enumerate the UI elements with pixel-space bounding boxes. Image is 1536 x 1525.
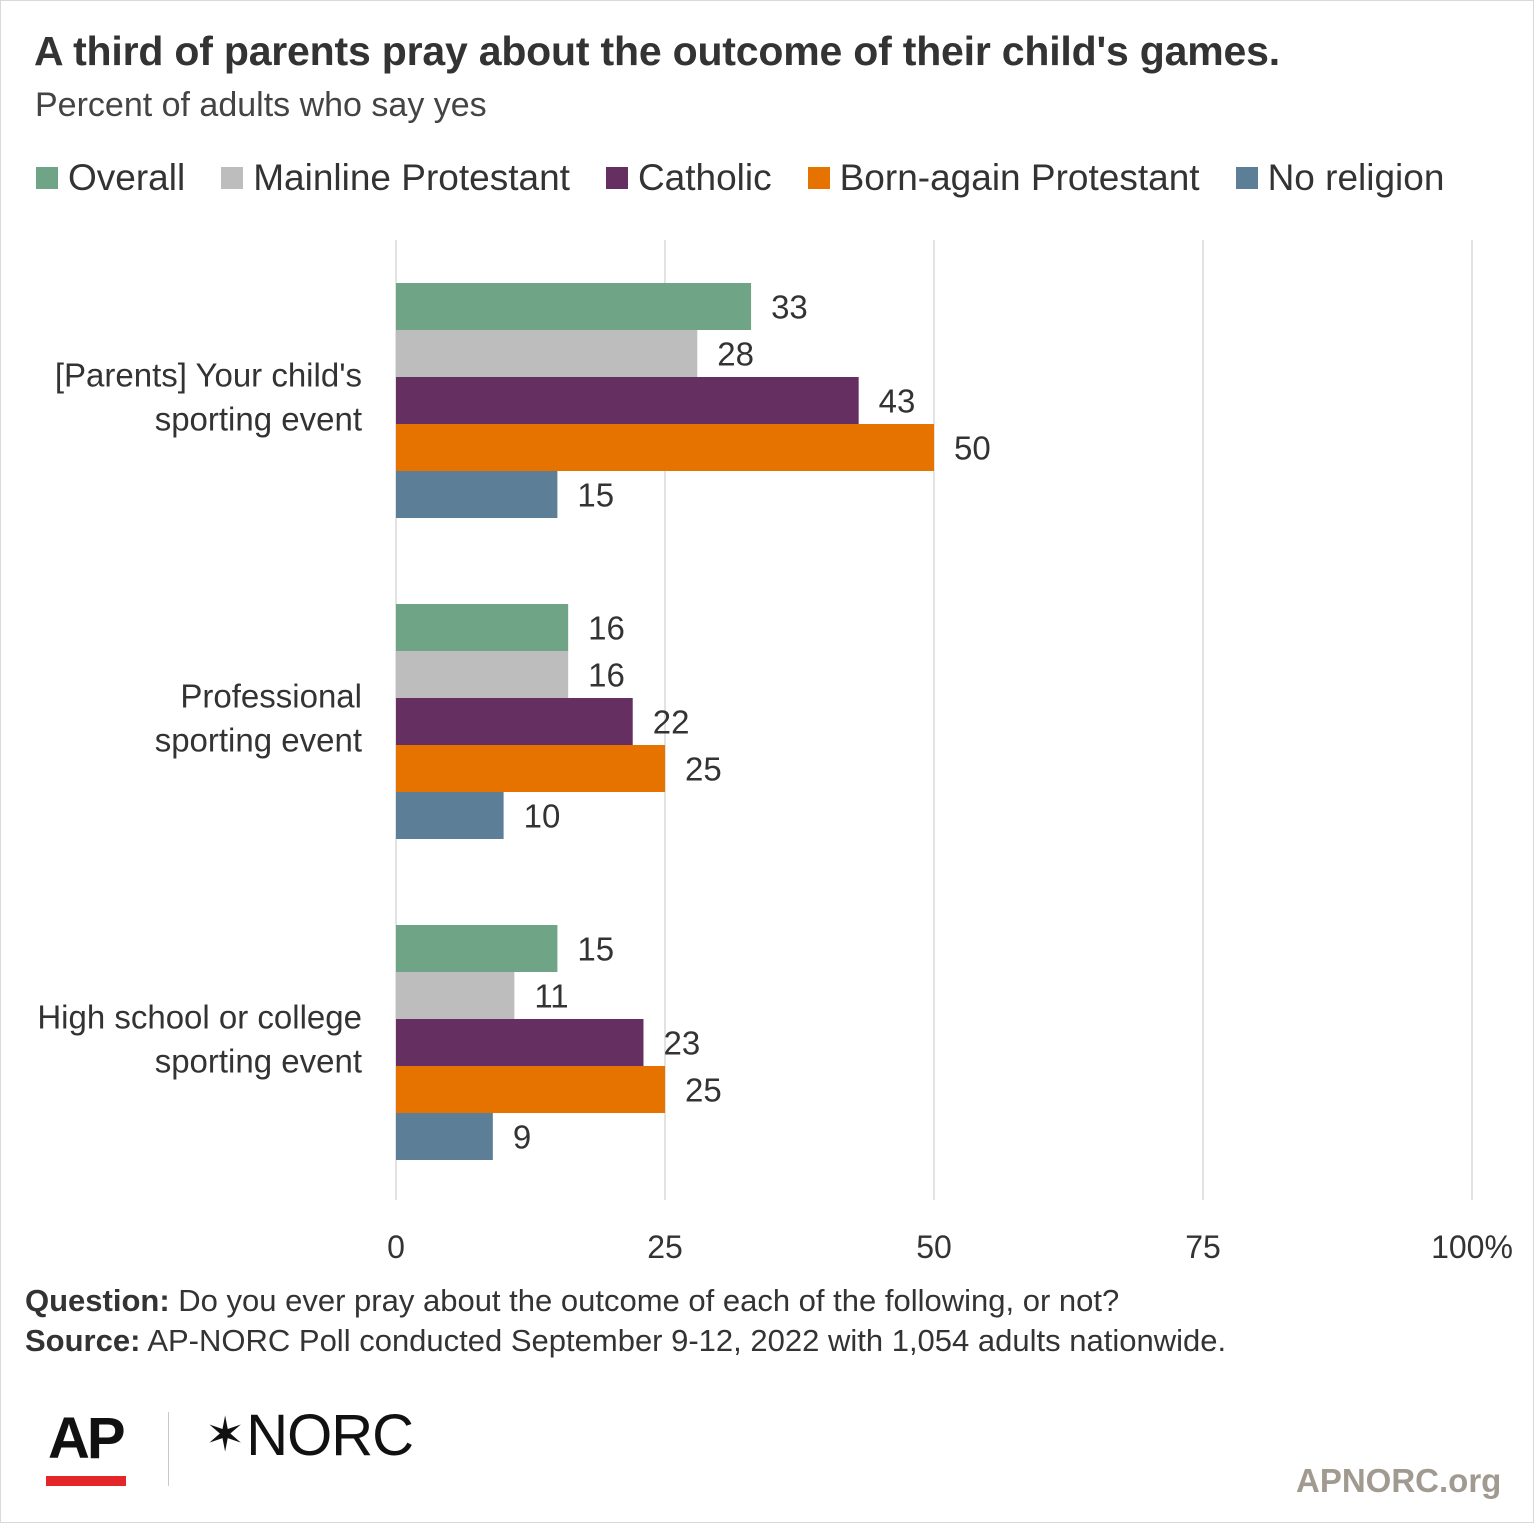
legend-item-mainline-protestant: Mainline Protestant	[221, 157, 570, 199]
legend: Overall Mainline Protestant Catholic Bor…	[36, 156, 1444, 200]
x-tick-label-50: 50	[916, 1229, 952, 1265]
bar-catholic-0	[396, 377, 859, 424]
category-label-2-line-0: High school or college	[37, 999, 362, 1036]
legend-label-catholic: Catholic	[637, 157, 772, 198]
legend-item-overall: Overall	[36, 157, 185, 199]
norc-logo-text: NORC	[246, 1403, 414, 1468]
source-text: AP-NORC Poll conducted September 9-12, 2…	[147, 1323, 1227, 1358]
bar-mainline-protestant-0	[396, 330, 698, 377]
value-label-no-religion-2: 9	[513, 1119, 531, 1156]
bar-no-religion-0	[396, 471, 558, 518]
value-label-catholic-1: 22	[653, 704, 690, 741]
value-label-born-again-protestant-1: 25	[685, 751, 722, 788]
bar-chart: 0 25 50 75 100% 33 28 43 50 15 [Parents] Your chil…	[37, 240, 1513, 1265]
ap-logo-underline	[46, 1476, 126, 1486]
category-label-0-line-1: sporting event	[155, 401, 362, 438]
bar-overall-0	[396, 283, 752, 330]
value-label-born-again-protestant-0: 50	[954, 430, 991, 467]
bar-mainline-protestant-1	[396, 651, 569, 698]
value-label-overall-2: 15	[577, 931, 614, 968]
x-tick-label-25: 25	[647, 1229, 683, 1265]
source-label: Source:	[25, 1323, 141, 1358]
bar-overall-1	[396, 604, 569, 651]
value-label-mainline-protestant-2: 11	[534, 978, 568, 1015]
bar-born-again-protestant-1	[396, 745, 665, 792]
bar-born-again-protestant-2	[396, 1066, 665, 1113]
value-label-no-religion-1: 10	[524, 798, 561, 835]
category-label-1-line-1: sporting event	[155, 722, 362, 759]
bar-no-religion-1	[396, 792, 504, 839]
x-tick-label-100: 100%	[1431, 1229, 1513, 1265]
legend-label-mainline-protestant: Mainline Protestant	[253, 157, 570, 198]
legend-item-no-religion: No religion	[1235, 157, 1445, 199]
bar-no-religion-2	[396, 1113, 493, 1160]
legend-label-overall: Overall	[68, 157, 186, 198]
source-note: Source: AP-NORC Poll conducted September…	[25, 1323, 1226, 1359]
question-note: Question: Do you ever pray about the out…	[25, 1283, 1119, 1319]
site-link[interactable]: APNORC.org	[1296, 1462, 1502, 1499]
question-label: Question:	[25, 1283, 170, 1318]
chart-subtitle: Percent of adults who say yes	[35, 86, 487, 124]
norc-star-icon: ✶	[205, 1409, 245, 1462]
value-label-no-religion-0: 15	[577, 477, 614, 514]
legend-label-born-again-protestant: Born-again Protestant	[839, 157, 1200, 198]
legend-item-catholic: Catholic	[605, 157, 772, 199]
legend-item-born-again-protestant: Born-again Protestant	[807, 157, 1200, 199]
ap-logo: AP	[48, 1406, 126, 1471]
bar-mainline-protestant-2	[396, 972, 515, 1019]
legend-swatch-mainline-protestant	[221, 167, 244, 189]
value-label-overall-1: 16	[588, 610, 625, 647]
value-label-catholic-0: 43	[879, 383, 916, 420]
x-tick-label-75: 75	[1185, 1229, 1221, 1265]
category-label-0-line-0: [Parents] Your child's	[55, 357, 362, 394]
chart-title: A third of parents pray about the outcom…	[34, 28, 1280, 74]
legend-swatch-no-religion	[1235, 167, 1258, 189]
norc-logo: ✶NORC	[205, 1402, 414, 1469]
value-label-born-again-protestant-2: 25	[685, 1072, 722, 1109]
legend-swatch-born-again-protestant	[807, 167, 830, 189]
value-label-mainline-protestant-0: 28	[717, 336, 754, 373]
bar-overall-2	[396, 925, 558, 972]
value-label-mainline-protestant-1: 16	[588, 657, 625, 694]
legend-swatch-overall	[36, 167, 58, 189]
question-text: Do you ever pray about the outcome of ea…	[178, 1283, 1120, 1318]
legend-swatch-catholic	[605, 167, 628, 189]
bar-catholic-2	[396, 1019, 644, 1066]
category-label-1-line-0: Professional	[180, 678, 362, 715]
legend-label-no-religion: No religion	[1267, 157, 1445, 198]
bar-born-again-protestant-0	[396, 424, 934, 471]
logo-divider	[168, 1412, 169, 1486]
value-label-catholic-2: 23	[663, 1025, 700, 1062]
x-tick-label-0: 0	[387, 1229, 405, 1265]
bar-catholic-1	[396, 698, 633, 745]
value-label-overall-0: 33	[771, 289, 808, 326]
category-label-2-line-1: sporting event	[155, 1043, 362, 1080]
